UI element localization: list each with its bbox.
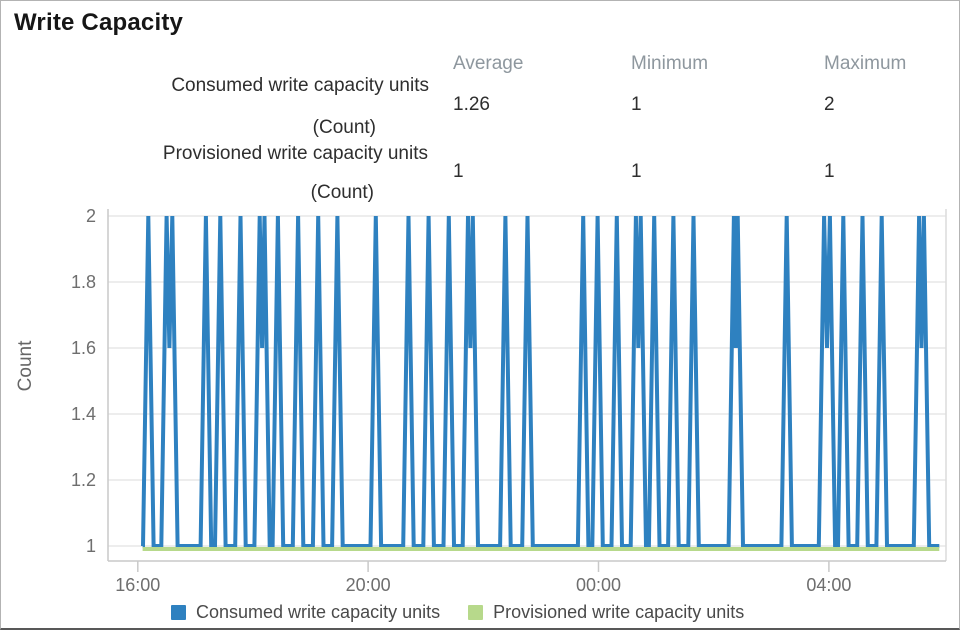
- stats-row-unit-consumed: (Count): [312, 117, 376, 138]
- stats-value-consumed-minimum: 1: [631, 94, 642, 115]
- legend-item-label: Provisioned write capacity units: [493, 602, 745, 622]
- y-tick-label: 1.4: [71, 404, 96, 424]
- stats-row-label-provisioned: Provisioned write capacity units: [162, 143, 428, 164]
- write-capacity-chart[interactable]: Count 1 1.2 1.4 1.6 1.8 2 16:00 20:00 00:00 04:00: [1, 201, 960, 630]
- chart-legend: Consumed write capacity units Provisione…: [171, 602, 744, 623]
- y-tick-label: 1.8: [71, 272, 96, 292]
- stats-value-provisioned-maximum: 1: [824, 161, 835, 182]
- consumed-series-line: [141, 215, 940, 548]
- x-tick-label: 00:00: [576, 575, 621, 595]
- legend-item-consumed[interactable]: Consumed write capacity units: [171, 602, 440, 623]
- y-tick-label: 1.2: [71, 470, 96, 490]
- y-axis-title: Count: [15, 340, 36, 391]
- stats-header-maximum: Maximum: [824, 53, 907, 74]
- panel-title: Write Capacity: [14, 9, 184, 36]
- x-tick-label: 16:00: [115, 575, 160, 595]
- y-tick-label: 2: [86, 206, 96, 226]
- y-tick-label: 1.6: [71, 338, 96, 358]
- stats-value-consumed-maximum: 2: [824, 94, 835, 115]
- stats-value-provisioned-average: 1: [453, 161, 464, 182]
- legend-item-provisioned[interactable]: Provisioned write capacity units: [468, 602, 744, 623]
- consumed-legend-swatch: [171, 605, 186, 620]
- stats-header-minimum: Minimum: [631, 53, 709, 74]
- y-tick-label: 1: [86, 536, 96, 556]
- stats-value-consumed-average: 1.26: [453, 94, 490, 115]
- stats-row-unit-provisioned: (Count): [310, 182, 374, 203]
- stats-header-average: Average: [453, 53, 524, 74]
- x-tick-label: 20:00: [346, 575, 391, 595]
- stats-value-provisioned-minimum: 1: [631, 161, 642, 182]
- stats-row-label-consumed: Consumed write capacity units: [171, 75, 429, 96]
- provisioned-legend-swatch: [468, 605, 484, 620]
- x-tick-label: 04:00: [806, 575, 851, 595]
- legend-item-label: Consumed write capacity units: [196, 602, 441, 622]
